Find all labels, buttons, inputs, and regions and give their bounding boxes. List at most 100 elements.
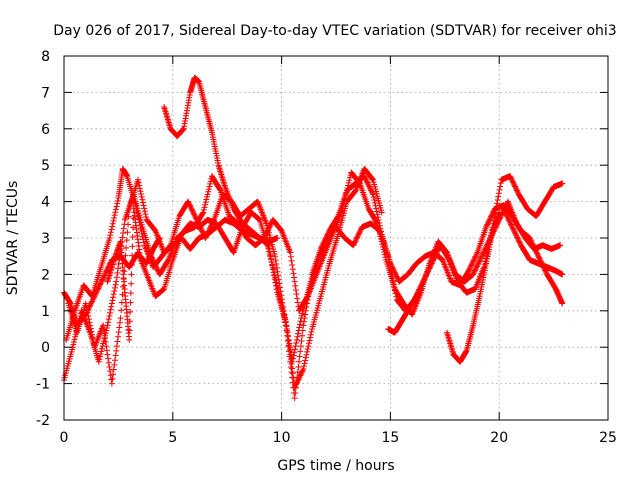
data-point <box>374 211 381 218</box>
data-point <box>135 179 142 186</box>
data-point <box>86 319 93 326</box>
data-point <box>142 211 149 218</box>
data-point <box>346 177 353 184</box>
data-point <box>207 180 214 187</box>
data-point <box>512 231 519 238</box>
data-point <box>107 306 114 313</box>
y-tick-label: 5 <box>41 158 50 174</box>
data-point <box>268 259 275 266</box>
data-point <box>289 365 296 372</box>
data-point <box>307 334 314 341</box>
data-point <box>304 346 311 353</box>
y-tick-label: 1 <box>41 304 50 320</box>
data-point <box>199 210 206 217</box>
data-point <box>274 268 281 275</box>
data-point <box>512 184 519 191</box>
data-point <box>103 267 110 274</box>
chart-title: Day 026 of 2017, Sidereal Day-to-day VTE… <box>53 23 616 39</box>
data-point <box>479 251 486 258</box>
data-point <box>378 209 385 216</box>
data-point <box>119 234 126 241</box>
data-point <box>128 271 135 278</box>
x-tick-label: 10 <box>273 430 291 446</box>
data-point <box>351 239 358 246</box>
data-point <box>534 250 541 257</box>
data-point <box>103 343 110 350</box>
data-point <box>290 352 297 359</box>
data-point <box>190 209 197 215</box>
data-point <box>377 233 384 240</box>
data-point <box>512 230 519 237</box>
data-point <box>290 270 297 277</box>
data-point <box>185 199 192 206</box>
data-point <box>287 253 294 260</box>
y-tick-label: 8 <box>41 49 50 65</box>
data-point <box>100 326 107 333</box>
data-point <box>111 212 118 219</box>
data-point <box>503 211 510 218</box>
series-segment-e <box>161 74 281 245</box>
data-point <box>304 294 311 301</box>
data-point <box>153 263 160 270</box>
data-point <box>471 256 478 263</box>
data-point <box>381 249 388 256</box>
data-point <box>186 202 193 209</box>
data-point <box>266 223 273 230</box>
data-point <box>105 355 112 362</box>
data-point <box>190 210 197 217</box>
data-point <box>100 273 107 280</box>
data-point <box>366 184 373 191</box>
data-point <box>473 252 480 259</box>
data-point <box>284 332 291 339</box>
data-point <box>493 203 500 210</box>
data-point <box>108 226 115 233</box>
data-point <box>122 252 129 259</box>
data-point <box>292 343 299 350</box>
data-point <box>97 281 104 288</box>
data-point <box>105 319 112 326</box>
data-point <box>141 205 148 212</box>
data-point <box>125 213 132 220</box>
data-point <box>343 190 350 197</box>
data-point <box>82 300 89 307</box>
data-point <box>516 239 523 246</box>
data-point <box>84 306 91 313</box>
data-point <box>302 354 309 361</box>
data-point <box>350 242 357 249</box>
y-tick-label: 2 <box>41 267 50 283</box>
data-point <box>102 339 109 345</box>
data-point <box>289 370 296 377</box>
data-point <box>369 175 376 182</box>
data-point <box>468 261 475 268</box>
data-point <box>266 249 273 256</box>
y-axis-label: SDTVAR / TECUs <box>5 181 21 296</box>
data-point <box>476 258 483 265</box>
data-point <box>151 261 158 267</box>
data-point <box>487 214 494 221</box>
y-tick-label: 3 <box>41 231 50 247</box>
data-point <box>107 368 114 375</box>
data-point <box>512 183 519 190</box>
data-point <box>356 229 363 236</box>
data-point <box>485 220 492 227</box>
data-point <box>475 261 482 267</box>
data-point <box>481 248 488 254</box>
data-point <box>514 188 521 195</box>
data-point <box>472 266 479 273</box>
data-point <box>478 254 485 261</box>
series-segment-i <box>500 205 566 278</box>
data-point <box>288 369 295 376</box>
data-point <box>345 182 352 189</box>
data-point <box>159 287 166 293</box>
data-point <box>185 198 192 205</box>
data-point <box>143 213 150 220</box>
data-point <box>102 330 109 337</box>
data-point <box>513 233 520 240</box>
data-point <box>71 336 78 343</box>
data-point <box>189 207 196 214</box>
data-point <box>111 284 118 291</box>
data-point <box>267 252 274 259</box>
data-point <box>110 366 117 373</box>
data-point <box>470 271 477 278</box>
data-point <box>114 197 121 204</box>
